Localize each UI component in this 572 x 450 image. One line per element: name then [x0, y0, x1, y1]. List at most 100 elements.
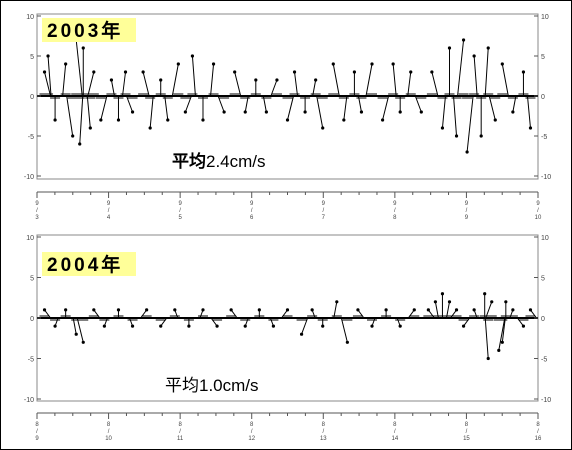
- vector-tip: [331, 62, 335, 66]
- vector-tip: [479, 134, 483, 138]
- vector-tip: [528, 126, 533, 130]
- x-tick-label-day: 10: [535, 215, 542, 221]
- vector-stick: [86, 95, 91, 129]
- vector-stick: [230, 309, 238, 319]
- vector-stick: [164, 95, 169, 121]
- vector-tip: [314, 78, 318, 82]
- vector-tip: [148, 126, 152, 130]
- vector-stick: [414, 95, 422, 113]
- panel-2004-annotation: 平均1.0cm/s: [165, 376, 259, 395]
- vector-tip: [292, 70, 297, 74]
- vector-tip: [211, 62, 216, 66]
- x-tick-label-month: 8: [107, 422, 111, 428]
- y-tick-label-right: 5: [541, 276, 545, 283]
- vector-stick: [431, 71, 439, 97]
- vector-tip: [123, 70, 128, 74]
- vector-stick: [122, 71, 127, 97]
- vector-stick: [501, 317, 506, 343]
- y-tick-label-right: -5: [541, 134, 547, 141]
- vector-tip: [461, 38, 466, 42]
- vector-tip: [391, 62, 395, 66]
- vector-stick: [382, 95, 390, 121]
- vector-tip: [116, 308, 121, 312]
- vector-tip: [500, 340, 504, 344]
- vector-tip: [352, 70, 357, 74]
- y-tick-label-left: -10: [24, 397, 34, 404]
- vector-tip: [335, 300, 339, 304]
- vector-stick: [463, 317, 470, 327]
- vector-stick: [79, 95, 84, 145]
- vector-stick: [407, 71, 412, 97]
- vector-tip: [183, 110, 187, 114]
- vector-tip: [109, 78, 114, 82]
- panel-2004-x-axis: 8/98/108/118/128/138/148/158/16: [35, 412, 542, 442]
- panel-2003-x-axis: 9/39/49/59/69/79/89/99/10: [35, 191, 542, 221]
- vector-stick: [427, 309, 435, 319]
- vector-tip: [370, 324, 374, 328]
- vector-tip: [78, 142, 82, 146]
- vector-stick: [332, 63, 340, 97]
- vector-stick: [526, 95, 531, 129]
- vector-tip: [299, 332, 304, 336]
- vector-tip: [102, 324, 106, 328]
- x-tick-label-day: 9: [465, 215, 469, 221]
- vector-tip: [64, 308, 68, 312]
- x-tick-label-sep: /: [251, 208, 253, 214]
- vector-tip: [46, 54, 50, 58]
- vector-stick: [485, 301, 493, 319]
- x-tick-label-day: 15: [463, 436, 470, 442]
- vector-tip: [430, 70, 434, 74]
- vector-tip: [285, 118, 290, 122]
- x-tick-label-day: 11: [177, 436, 184, 442]
- vector-tip: [447, 46, 452, 50]
- vector-tip: [141, 70, 145, 74]
- vector-stick: [184, 95, 192, 113]
- vector-tip: [275, 78, 279, 82]
- vector-stick: [281, 309, 288, 319]
- y-tick-label-right: 0: [541, 316, 545, 323]
- vector-stick: [191, 55, 196, 97]
- vector-stick: [517, 317, 524, 327]
- y-tick-label-right: -10: [541, 174, 551, 181]
- vector-tip: [285, 308, 290, 312]
- vector-tip: [511, 110, 515, 114]
- x-tick-label-sep: /: [108, 429, 110, 435]
- vector-tip: [254, 78, 258, 82]
- vector-tip: [490, 300, 494, 304]
- x-tick-label-sep: /: [394, 208, 396, 214]
- vector-tip: [359, 110, 364, 114]
- vector-tip: [303, 110, 307, 114]
- vector-tip: [472, 54, 476, 58]
- vector-tip: [257, 308, 261, 312]
- vector-tip: [440, 292, 445, 296]
- vector-stick: [484, 47, 489, 97]
- vector-tip: [486, 46, 490, 50]
- x-tick-label-month: 9: [393, 201, 397, 207]
- vector-tip: [384, 308, 388, 312]
- vector-tip: [81, 46, 85, 50]
- vector-stick: [357, 309, 365, 319]
- x-tick-label-month: 9: [322, 201, 326, 207]
- vector-stick: [501, 63, 509, 97]
- y-tick-label-right: 10: [541, 14, 549, 21]
- vector-stick: [149, 95, 154, 129]
- vector-tip: [243, 110, 247, 114]
- vector-tip: [447, 300, 452, 304]
- panel-2004-y-axis-left: 10 5 0 -5 -10: [24, 235, 41, 404]
- vector-stick: [441, 95, 446, 129]
- vector-tip: [145, 308, 149, 312]
- vector-tip: [74, 332, 78, 336]
- vector-stick: [270, 79, 278, 97]
- vector-tip: [465, 150, 469, 154]
- vector-tip: [500, 62, 504, 66]
- x-tick-label-sep: /: [179, 429, 181, 435]
- panel-2003-title-highlight: [42, 18, 136, 42]
- panel-2003-vectors: [39, 38, 536, 154]
- vector-tip: [243, 324, 247, 328]
- vector-tip: [159, 324, 163, 328]
- vector-stick: [343, 95, 348, 121]
- vector-tip: [321, 126, 325, 130]
- panel-2003-annotation: 平均2.4cm/s: [172, 151, 266, 171]
